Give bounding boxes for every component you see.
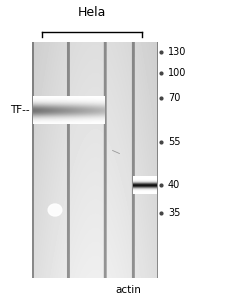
Text: 130: 130 (167, 47, 185, 57)
Text: Hela: Hela (77, 5, 106, 19)
Text: 55: 55 (167, 137, 180, 147)
Text: 40: 40 (167, 180, 180, 190)
Text: 100: 100 (167, 68, 185, 78)
Text: actin: actin (115, 285, 140, 295)
Ellipse shape (48, 204, 62, 216)
Text: 35: 35 (167, 208, 180, 218)
Text: TF--: TF-- (10, 105, 30, 115)
Text: 70: 70 (167, 93, 180, 103)
